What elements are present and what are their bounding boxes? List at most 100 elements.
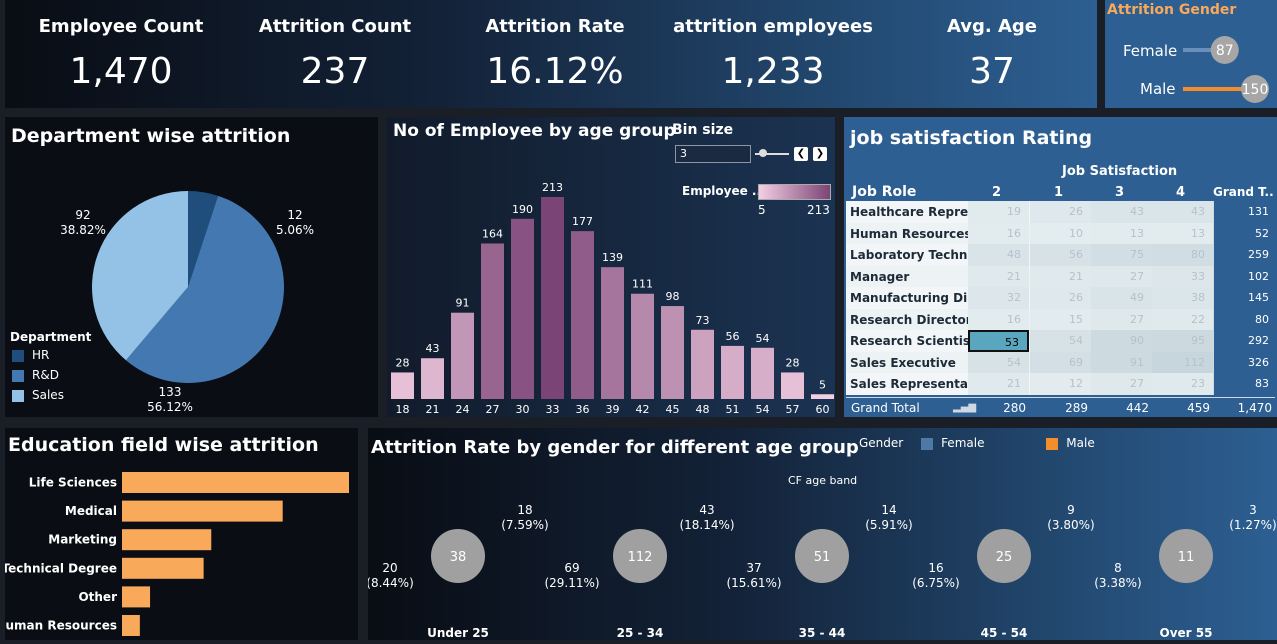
pie-slice-hr[interactable] [188, 191, 219, 287]
job-sat-cell[interactable]: 13 [1152, 222, 1213, 244]
age-bar[interactable] [511, 218, 534, 399]
job-role-label: Manufacturing Di.. [850, 291, 968, 305]
job-sat-cell[interactable]: 91 [1091, 351, 1152, 373]
attrition-gender-title: Attrition Gender [1107, 2, 1237, 18]
job-sat-cell[interactable]: 54 [1030, 330, 1091, 352]
job-sat-cell[interactable]: 48 [968, 244, 1029, 266]
legend-item-hr[interactable]: HR [12, 348, 91, 362]
education-panel: Education field wise attrition Life Scie… [5, 428, 358, 640]
job-sat-cell[interactable]: 21 [968, 373, 1029, 395]
job-sat-row: Sales Representa.. 21 12 27 23 83 [846, 373, 1273, 395]
job-sat-cell[interactable]: 33 [1152, 265, 1213, 287]
bin-size-slider[interactable] [755, 153, 789, 155]
gender-bar-end-male[interactable] [1241, 75, 1269, 103]
job-sat-row-total: 131 [1213, 201, 1273, 223]
job-sat-cell[interactable]: 56 [1030, 244, 1091, 266]
job-sat-cell[interactable]: 49 [1091, 287, 1152, 309]
job-sat-cell[interactable]: 69 [1030, 351, 1091, 373]
job-sat-row-total: 80 [1213, 308, 1273, 330]
job-sat-cell[interactable]: 90 [1091, 330, 1152, 352]
legend-item-male[interactable]: Male [1046, 436, 1095, 450]
donut-center [795, 529, 849, 583]
donut-male-count: 8 [1114, 561, 1122, 575]
job-sat-cell[interactable]: 22 [1152, 308, 1213, 330]
job-sat-cell[interactable]: 53 [968, 330, 1029, 352]
job-sat-cell[interactable]: 80 [1152, 244, 1213, 266]
age-bar[interactable] [751, 347, 774, 399]
job-sat-cell[interactable]: 43 [1152, 201, 1213, 223]
age-bar[interactable] [691, 329, 714, 399]
job-sat-cell[interactable]: 54 [968, 351, 1029, 373]
donut-total-label: 51 [814, 550, 831, 565]
age-bar[interactable] [421, 358, 444, 399]
legend-item-rd[interactable]: R&D [12, 368, 91, 382]
age-bar[interactable] [661, 306, 684, 399]
age-bar[interactable] [781, 372, 804, 399]
legend-swatch-male [1046, 437, 1059, 450]
job-sat-cell[interactable]: 32 [968, 287, 1029, 309]
job-sat-cell[interactable]: 13 [1091, 222, 1152, 244]
education-bar[interactable] [122, 557, 204, 579]
legend-item-sales[interactable]: Sales [12, 388, 91, 402]
education-bar[interactable] [122, 529, 212, 551]
job-sat-cell[interactable]: 112 [1152, 351, 1213, 373]
sort-icon[interactable]: ▂▄▆ [953, 402, 977, 413]
age-bar-value-label: 28 [396, 356, 410, 369]
dept-label-hr-pct: 5.06% [276, 223, 314, 237]
age-bar[interactable] [451, 312, 474, 399]
education-bar[interactable] [122, 615, 140, 636]
attrition-gender-chart: 87 150 [1183, 36, 1269, 103]
bin-size-slider-handle[interactable] [759, 149, 767, 157]
job-sat-cell[interactable]: 15 [1030, 308, 1091, 330]
legend-label: R&D [32, 368, 59, 382]
job-sat-cell[interactable]: 16 [968, 308, 1029, 330]
job-sat-cell[interactable]: 19 [968, 201, 1029, 223]
age-bar[interactable] [721, 345, 744, 399]
donut-center [613, 529, 667, 583]
job-sat-cell[interactable]: 38 [1152, 287, 1213, 309]
job-sat-cell[interactable]: 21 [1030, 265, 1091, 287]
dept-label-hr-count: 12 [287, 208, 302, 222]
donut-male-pct: (6.75%) [912, 576, 959, 590]
bin-size-decrement-button[interactable]: ❮ [794, 147, 808, 161]
gender-bar-female[interactable] [1183, 48, 1225, 52]
age-bar[interactable] [391, 372, 414, 399]
job-sat-row-total: 145 [1213, 287, 1273, 309]
job-sat-cell[interactable]: 16 [968, 222, 1029, 244]
gender-bar-end-female[interactable] [1210, 36, 1239, 64]
education-bar[interactable] [122, 500, 283, 522]
job-sat-cell[interactable]: 75 [1091, 244, 1152, 266]
gender-label-male: Male [1140, 80, 1176, 98]
age-bar[interactable] [481, 243, 504, 399]
education-bar[interactable] [122, 586, 151, 608]
age-bar[interactable] [601, 267, 624, 399]
job-sat-cell[interactable]: 27 [1091, 308, 1152, 330]
age-tick-label: 57 [786, 403, 800, 416]
job-sat-cell[interactable]: 23 [1152, 373, 1213, 395]
bin-size-increment-button[interactable]: ❯ [813, 147, 827, 161]
color-legend-gradient [758, 184, 831, 200]
job-sat-cell[interactable]: 10 [1030, 222, 1091, 244]
job-sat-cell[interactable]: 26 [1030, 201, 1091, 223]
age-bar[interactable] [541, 197, 564, 399]
bin-size-input[interactable]: 3 [675, 145, 751, 163]
job-sat-cell[interactable]: 27 [1091, 265, 1152, 287]
age-bar[interactable] [571, 231, 594, 399]
job-sat-cell[interactable]: 43 [1091, 201, 1152, 223]
gender-bar-male[interactable] [1183, 87, 1255, 91]
job-sat-cell[interactable]: 21 [968, 265, 1029, 287]
kpi-label: Attrition Count [258, 16, 412, 37]
job-sat-cell[interactable]: 12 [1030, 373, 1091, 395]
education-bar[interactable] [122, 472, 349, 493]
age-bar[interactable] [631, 293, 654, 399]
donut-female-count: 9 [1067, 503, 1075, 517]
legend-item-female[interactable]: Female [921, 436, 984, 450]
gender-age-panel: Attrition Rate by gender for different a… [368, 428, 1277, 640]
job-sat-cell[interactable]: 95 [1152, 330, 1213, 352]
job-sat-cell[interactable]: 26 [1030, 287, 1091, 309]
pie-slice-rd[interactable] [125, 195, 284, 383]
pie-slice-sales[interactable] [91, 191, 188, 361]
donut-center [1159, 529, 1213, 583]
job-sat-cell[interactable]: 27 [1091, 373, 1152, 395]
age-bar[interactable] [811, 394, 834, 399]
